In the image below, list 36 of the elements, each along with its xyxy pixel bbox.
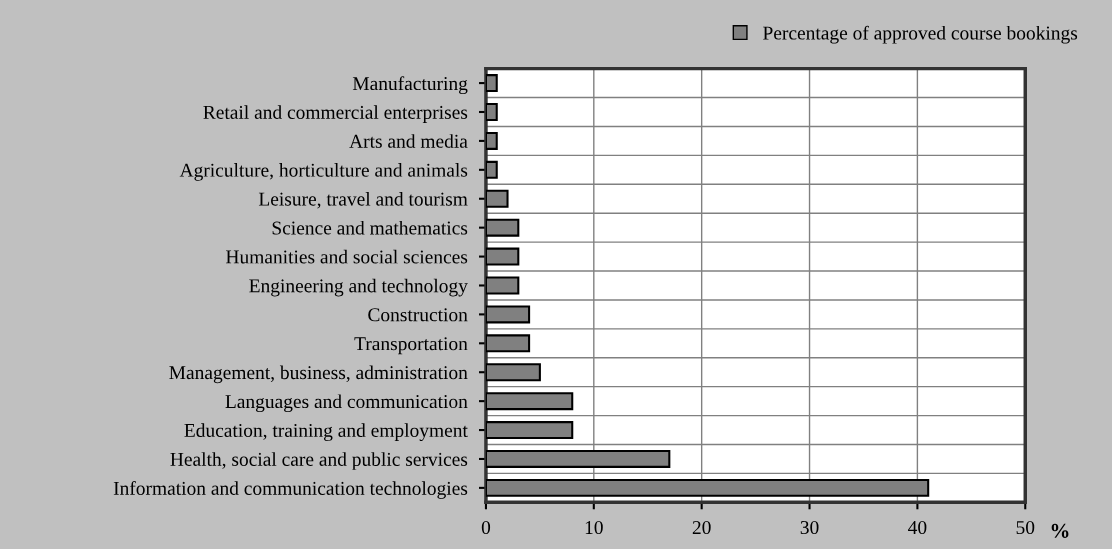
y-tick-label: Transportation — [354, 337, 468, 355]
y-tick-label: Construction — [368, 308, 468, 322]
x-tick-label: 50 — [1016, 520, 1035, 535]
y-tick-label: Engineering and technology — [249, 278, 468, 297]
bar — [485, 103, 498, 121]
y-tick-label: Health, social care and public services — [170, 452, 468, 470]
bar — [485, 74, 498, 93]
bar — [485, 160, 498, 179]
y-tick-label: Leisure, travel and tourism — [258, 191, 468, 209]
bar — [485, 363, 541, 382]
x-tick-label: 20 — [692, 520, 711, 535]
x-tick-label: 40 — [908, 520, 927, 535]
y-tick-label: Languages and communication — [225, 394, 468, 413]
x-tick-label: 10 — [585, 520, 603, 535]
y-tick-label: Arts and media — [349, 134, 468, 148]
legend-label: Percentage of approved course bookings — [763, 25, 1078, 44]
x-tick-label: 30 — [800, 520, 819, 535]
bar — [485, 276, 520, 295]
bar — [485, 218, 520, 237]
y-tick-label: Manufacturing — [352, 76, 468, 95]
bar — [485, 189, 509, 208]
bar — [485, 247, 520, 266]
bar — [485, 334, 531, 353]
bar — [485, 305, 531, 324]
y-tick-label: Science and mathematics — [272, 220, 468, 235]
bar — [485, 421, 574, 440]
y-tick-label: Retail and commercial enterprises — [203, 105, 468, 123]
y-tick-label: Education, training and employment — [184, 423, 468, 441]
bar — [485, 392, 574, 411]
y-tick-label: Information and communication technologies — [113, 481, 468, 499]
y-tick-label: Agriculture, horticulture and animals — [179, 163, 468, 181]
bar — [485, 131, 498, 150]
x-tick-label: 0 — [481, 520, 491, 535]
y-tick-label: Management, business, administration — [169, 365, 468, 384]
y-tick-label: Humanities and social sciences — [226, 249, 468, 264]
x-axis-title: % — [1051, 523, 1069, 538]
